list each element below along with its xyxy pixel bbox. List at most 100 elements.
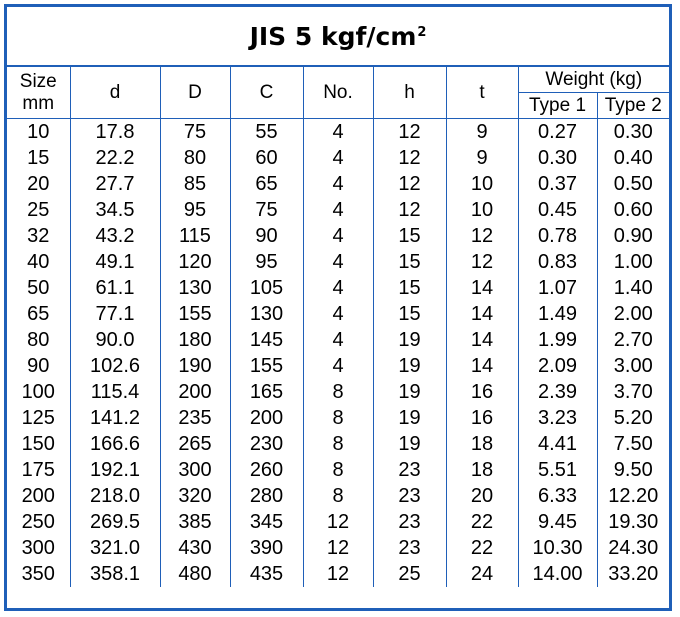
cell-size: 175 <box>7 457 71 483</box>
table-row: 90 102.6 190 155 4 19 14 2.09 3.00 <box>7 353 670 379</box>
cell-h: 23 <box>372 457 447 483</box>
cell-t: 16 <box>445 379 519 405</box>
header-h: h <box>372 67 447 119</box>
header-type1: Type 1 <box>518 92 598 119</box>
cell-t: 20 <box>445 483 519 509</box>
cell-type1: 1.99 <box>517 327 598 353</box>
cell-type2: 1.40 <box>596 275 670 301</box>
cell-h: 12 <box>372 145 447 171</box>
cell-no: 8 <box>302 431 374 457</box>
cell-no: 4 <box>302 249 374 275</box>
cell-t: 16 <box>445 405 519 431</box>
cell-t: 10 <box>445 197 519 223</box>
cell-C: 95 <box>229 249 304 275</box>
cell-type1: 0.45 <box>517 197 598 223</box>
title-text: JIS 5 kgf/cm <box>249 21 417 51</box>
cell-no: 4 <box>302 275 374 301</box>
cell-h: 19 <box>372 405 447 431</box>
header-D: D <box>159 67 231 119</box>
cell-size: 25 <box>7 197 71 223</box>
cell-t: 14 <box>445 301 519 327</box>
header-size: Size mm <box>7 67 71 119</box>
cell-size: 350 <box>7 561 71 587</box>
table-row: 125 141.2 235 200 8 19 16 3.23 5.20 <box>7 405 670 431</box>
cell-type1: 1.07 <box>517 275 598 301</box>
table-row: 40 49.1 120 95 4 15 12 0.83 1.00 <box>7 249 670 275</box>
cell-C: 260 <box>229 457 304 483</box>
cell-type2: 9.50 <box>596 457 670 483</box>
cell-D: 155 <box>159 301 231 327</box>
cell-type1: 14.00 <box>517 561 598 587</box>
cell-d: 192.1 <box>69 457 161 483</box>
cell-t: 12 <box>445 249 519 275</box>
cell-type2: 2.00 <box>596 301 670 327</box>
cell-d: 102.6 <box>69 353 161 379</box>
cell-type1: 10.30 <box>517 535 598 561</box>
table-row: 65 77.1 155 130 4 15 14 1.49 2.00 <box>7 301 670 327</box>
cell-size: 65 <box>7 301 71 327</box>
table-title: JIS 5 kgf/cm 2 <box>7 7 669 67</box>
table-row: 80 90.0 180 145 4 19 14 1.99 2.70 <box>7 327 670 353</box>
cell-C: 280 <box>229 483 304 509</box>
cell-type1: 0.27 <box>517 118 598 145</box>
cell-size: 90 <box>7 353 71 379</box>
cell-C: 390 <box>229 535 304 561</box>
cell-h: 15 <box>372 275 447 301</box>
cell-no: 4 <box>302 145 374 171</box>
cell-d: 43.2 <box>69 223 161 249</box>
cell-type1: 3.23 <box>517 405 598 431</box>
cell-C: 90 <box>229 223 304 249</box>
cell-C: 55 <box>229 118 304 145</box>
cell-size: 32 <box>7 223 71 249</box>
header-type2: Type 2 <box>596 92 670 119</box>
table-row: 50 61.1 130 105 4 15 14 1.07 1.40 <box>7 275 670 301</box>
cell-d: 321.0 <box>69 535 161 561</box>
cell-h: 15 <box>372 249 447 275</box>
cell-size: 10 <box>7 118 71 145</box>
cell-t: 9 <box>445 118 519 145</box>
cell-D: 95 <box>159 197 231 223</box>
table-row: 175 192.1 300 260 8 23 18 5.51 9.50 <box>7 457 670 483</box>
cell-C: 105 <box>229 275 304 301</box>
cell-C: 60 <box>229 145 304 171</box>
cell-d: 34.5 <box>69 197 161 223</box>
cell-C: 435 <box>229 561 304 587</box>
header-weight: Weight (kg) <box>517 67 670 93</box>
cell-t: 22 <box>445 535 519 561</box>
cell-no: 12 <box>302 561 374 587</box>
cell-d: 61.1 <box>69 275 161 301</box>
cell-type2: 0.90 <box>596 223 670 249</box>
cell-size: 200 <box>7 483 71 509</box>
cell-t: 14 <box>445 327 519 353</box>
cell-D: 130 <box>159 275 231 301</box>
cell-type1: 1.49 <box>517 301 598 327</box>
cell-no: 8 <box>302 379 374 405</box>
table-row: 100 115.4 200 165 8 19 16 2.39 3.70 <box>7 379 670 405</box>
cell-no: 4 <box>302 353 374 379</box>
cell-d: 115.4 <box>69 379 161 405</box>
cell-D: 300 <box>159 457 231 483</box>
title-superscript: 2 <box>417 24 427 40</box>
cell-type2: 3.70 <box>596 379 670 405</box>
cell-d: 49.1 <box>69 249 161 275</box>
cell-D: 190 <box>159 353 231 379</box>
cell-type1: 9.45 <box>517 509 598 535</box>
cell-type2: 19.30 <box>596 509 670 535</box>
table-row: 150 166.6 265 230 8 19 18 4.41 7.50 <box>7 431 670 457</box>
cell-h: 19 <box>372 353 447 379</box>
cell-type2: 5.20 <box>596 405 670 431</box>
cell-type1: 2.09 <box>517 353 598 379</box>
cell-no: 8 <box>302 457 374 483</box>
cell-t: 14 <box>445 353 519 379</box>
cell-size: 150 <box>7 431 71 457</box>
cell-h: 12 <box>372 118 447 145</box>
table-row: 15 22.2 80 60 4 12 9 0.30 0.40 <box>7 145 670 171</box>
cell-type1: 0.30 <box>517 145 598 171</box>
cell-h: 19 <box>372 379 447 405</box>
cell-d: 218.0 <box>69 483 161 509</box>
cell-no: 4 <box>302 118 374 145</box>
cell-type1: 5.51 <box>517 457 598 483</box>
cell-d: 358.1 <box>69 561 161 587</box>
cell-no: 4 <box>302 171 374 197</box>
cell-type2: 12.20 <box>596 483 670 509</box>
